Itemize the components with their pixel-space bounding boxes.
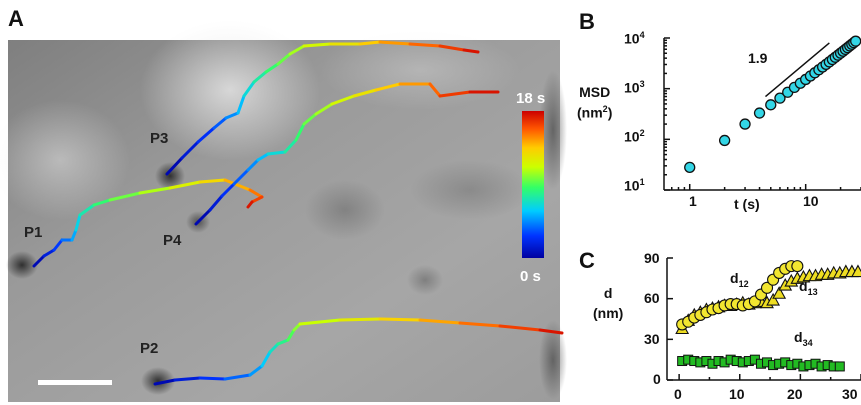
panel-c-letter: C	[579, 248, 595, 273]
dist-ylabel-main: d	[603, 285, 613, 301]
label-d34-base: d	[794, 329, 803, 345]
colorbar-max-label: 18 s	[516, 90, 546, 107]
trajectory-p2	[153, 317, 564, 386]
msd-unit-close: )	[607, 104, 613, 121]
msd-ytick-3: 103	[624, 79, 645, 96]
dist-xtick-20: 20	[787, 386, 803, 402]
colorbar-min-label: 0 s	[520, 268, 541, 285]
label-d13-base: d	[799, 278, 808, 294]
msd-ytick-1-exp: 1	[639, 177, 645, 187]
trajectory-p4	[194, 82, 500, 226]
trajectory-p1	[32, 178, 264, 268]
label-d12-base: d	[730, 270, 739, 286]
msd-ytick-2-exp: 2	[639, 128, 645, 138]
dist-ytick-30: 30	[644, 331, 660, 347]
msd-ytick-1: 101	[624, 177, 645, 194]
label-d13: d13	[799, 278, 818, 297]
colorbar	[522, 111, 544, 258]
panel-b-letter: B	[579, 9, 595, 34]
label-d12: d12	[730, 270, 749, 289]
dist-ytick-90: 90	[644, 250, 660, 266]
msd-slope-label: 1.9	[748, 50, 768, 66]
panel-a-letter: A	[8, 6, 24, 31]
msd-ytick-4-exp: 4	[639, 30, 645, 40]
msd-xtick-1: 1	[689, 193, 697, 209]
label-p3: P3	[150, 130, 169, 147]
msd-ytick-4-base: 10	[624, 30, 640, 47]
msd-ytick-3-base: 10	[624, 79, 640, 96]
label-d34: d34	[794, 329, 813, 348]
label-p2: P2	[140, 340, 159, 357]
trajectory-p3	[165, 40, 480, 176]
dist-xtick-10: 10	[729, 386, 745, 402]
dist-ytick-60: 60	[644, 290, 660, 306]
msd-ytick-3-exp: 3	[639, 79, 645, 89]
dist-ylabel-unit: (nm)	[593, 305, 624, 321]
label-p4: P4	[163, 232, 182, 249]
msd-xlabel: t (s)	[734, 196, 760, 212]
msd-ytick-1-base: 10	[624, 177, 640, 194]
msd-unit-sup: 2	[602, 104, 608, 114]
msd-unit-text: (nm	[577, 104, 603, 121]
label-d13-sub: 13	[807, 286, 818, 297]
msd-ylabel: MSD (nm2)	[577, 84, 612, 122]
msd-ytick-4: 104	[624, 30, 645, 47]
label-d34-sub: 34	[802, 337, 813, 348]
msd-ytick-2: 102	[624, 128, 645, 145]
msd-ylabel-main: MSD	[579, 84, 611, 100]
label-d12-sub: 12	[738, 278, 749, 289]
dist-xtick-30: 30	[842, 386, 858, 402]
msd-ylabel-unit: (nm2)	[577, 101, 612, 122]
msd-xtick-10: 10	[803, 193, 819, 209]
dist-xtick-0: 0	[674, 386, 682, 402]
dist-ytick-0: 0	[653, 371, 661, 387]
msd-ytick-2-base: 10	[624, 128, 640, 145]
label-p1: P1	[24, 224, 43, 241]
dist-ylabel: d (nm)	[593, 283, 623, 323]
